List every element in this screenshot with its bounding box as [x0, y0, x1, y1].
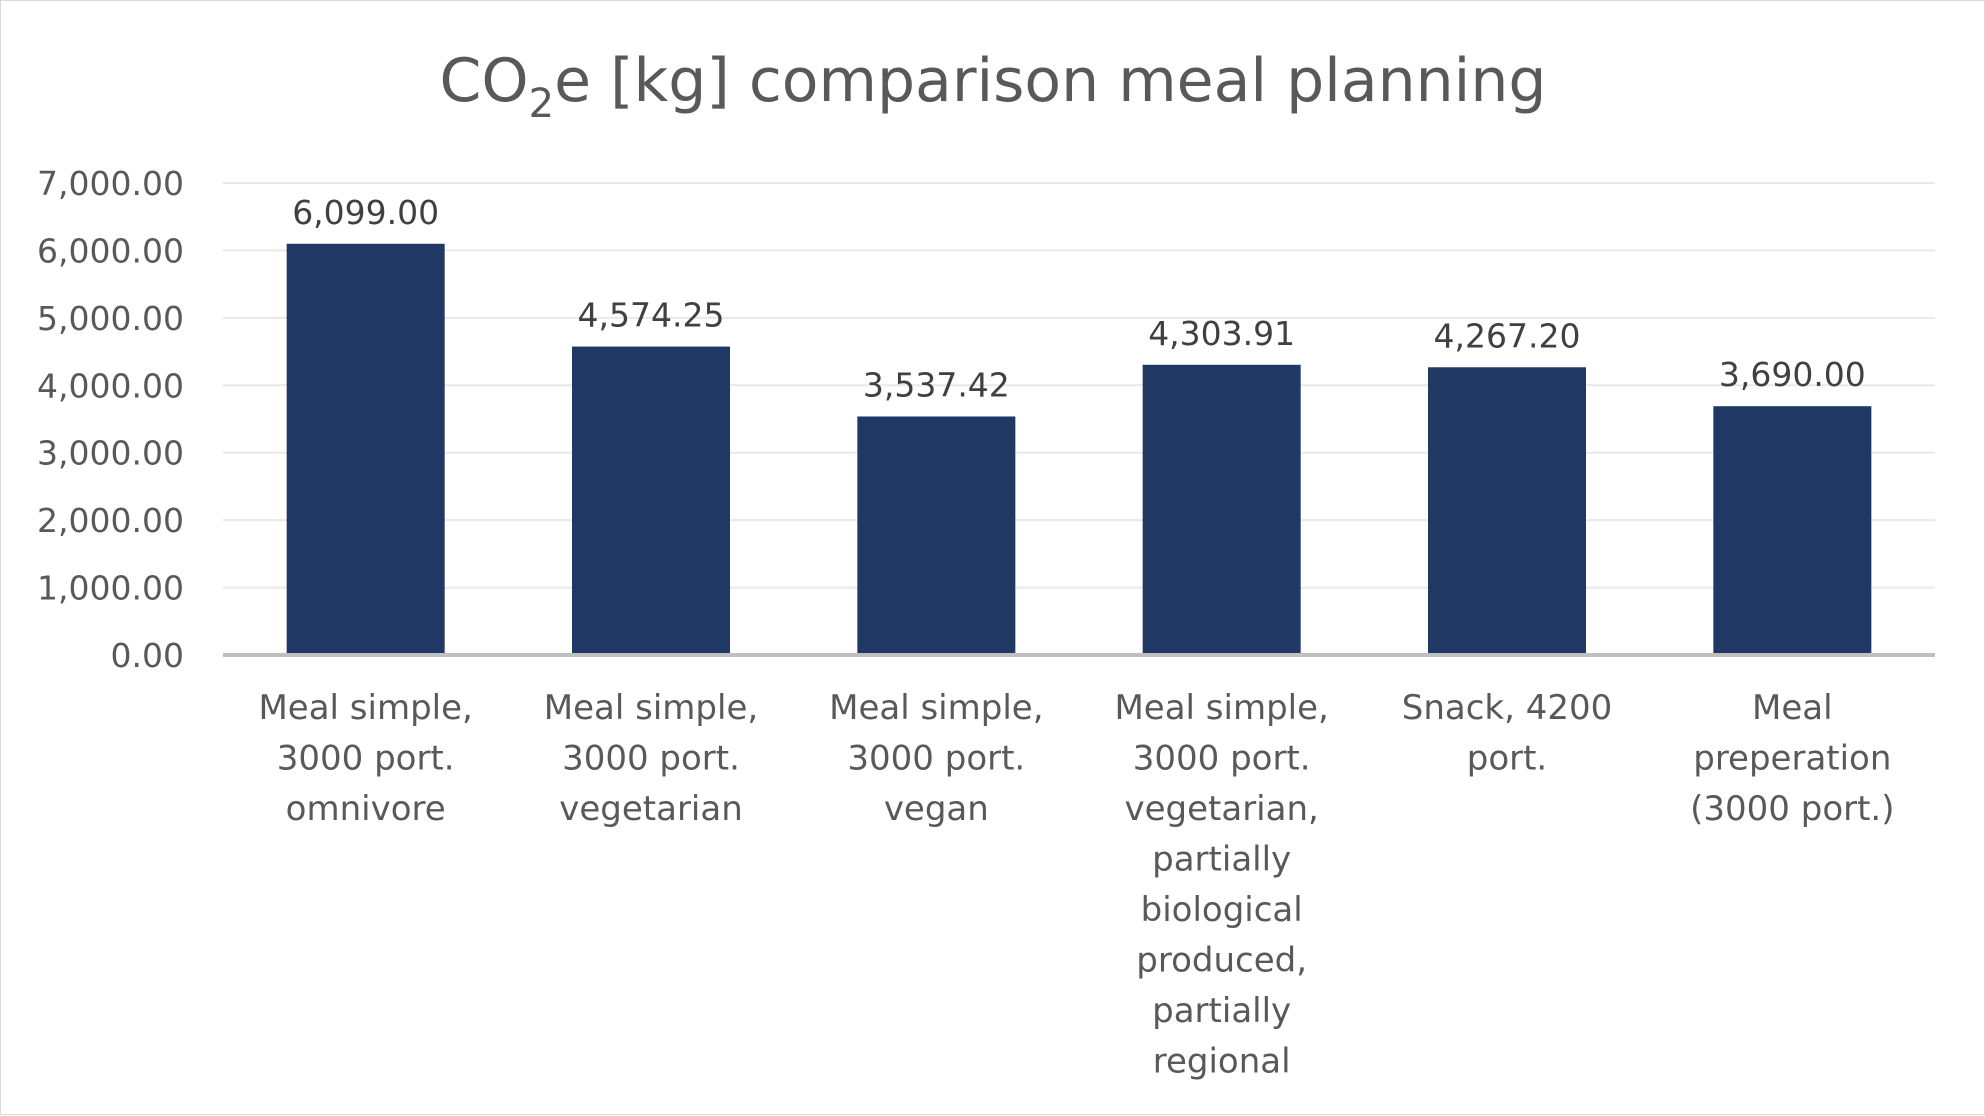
y-axis-ticks: 0.00 1,000.00 2,000.00 3,000.00 4,000.00 5,00…	[37, 164, 184, 675]
title-prefix: CO	[440, 46, 529, 116]
y-tick-label: 6,000.00	[37, 231, 184, 270]
category-label-line: 3000 port.	[1133, 739, 1311, 779]
bar	[1713, 406, 1872, 655]
data-label: 4,267.20	[1434, 316, 1581, 355]
category-label-line: biological	[1141, 890, 1303, 930]
y-tick-label: 0.00	[111, 636, 184, 675]
bars	[286, 243, 1872, 655]
category-label-line: Meal simple,	[258, 688, 472, 728]
category-label-line: preperation	[1693, 739, 1891, 779]
y-tick-label: 4,000.00	[37, 366, 184, 405]
category-label-line: partially	[1152, 991, 1291, 1031]
gridlines	[223, 182, 1935, 589]
bar	[286, 243, 445, 655]
category-label-line: Meal	[1752, 688, 1833, 728]
category-label-line: Snack, 4200	[1402, 688, 1613, 728]
y-tick-label: 5,000.00	[37, 299, 184, 338]
category-label-line: Meal simple,	[1114, 688, 1328, 728]
data-label: 3,690.00	[1719, 355, 1866, 394]
category-label-line: produced,	[1136, 941, 1307, 981]
category-label-line: Meal simple,	[829, 688, 1043, 728]
data-label: 6,099.00	[292, 193, 439, 232]
category-label-line: omnivore	[286, 789, 446, 829]
category-label-line: partially	[1152, 840, 1291, 880]
y-tick-label: 7,000.00	[37, 164, 184, 203]
title-suffix: e [kg] comparison meal planning	[554, 46, 1546, 116]
bar	[1142, 364, 1301, 655]
category-label-line: vegetarian	[559, 789, 743, 829]
category-label: Meal simple, 3000 port. vegetarian	[544, 688, 758, 829]
title-subscript: 2	[529, 81, 554, 127]
category-label: Meal simple, 3000 port. vegan	[829, 688, 1043, 829]
category-label-line: (3000 port.)	[1690, 789, 1894, 829]
data-label: 4,303.91	[1148, 314, 1295, 353]
category-label-line: vegan	[884, 789, 989, 829]
bar	[857, 416, 1016, 655]
data-labels: 6,099.00 4,574.25 3,537.42 4,303.91 4,267.20…	[292, 193, 1866, 405]
category-label: Meal preperation (3000 port.)	[1690, 688, 1894, 829]
category-label-line: 3000 port.	[562, 739, 740, 779]
category-label-line: vegetarian,	[1125, 789, 1319, 829]
category-label-line: port.	[1467, 739, 1548, 779]
category-label-line: 3000 port.	[847, 739, 1025, 779]
category-label-line: Meal simple,	[544, 688, 758, 728]
bar	[1428, 367, 1586, 655]
y-tick-label: 3,000.00	[37, 434, 184, 473]
chart-title: CO2e [kg] comparison meal planning	[440, 46, 1547, 127]
category-label: Snack, 4200 port.	[1402, 688, 1613, 779]
category-label-line: regional	[1153, 1042, 1291, 1082]
y-tick-label: 1,000.00	[37, 569, 184, 608]
category-label: Meal simple, 3000 port. omnivore	[258, 688, 472, 829]
data-label: 3,537.42	[863, 365, 1010, 404]
y-tick-label: 2,000.00	[37, 501, 184, 540]
category-label: Meal simple, 3000 port. vegetarian, partial…	[1114, 688, 1328, 1082]
data-label: 4,574.25	[578, 296, 725, 335]
bar	[572, 346, 730, 655]
category-label-line: 3000 port.	[277, 739, 455, 779]
